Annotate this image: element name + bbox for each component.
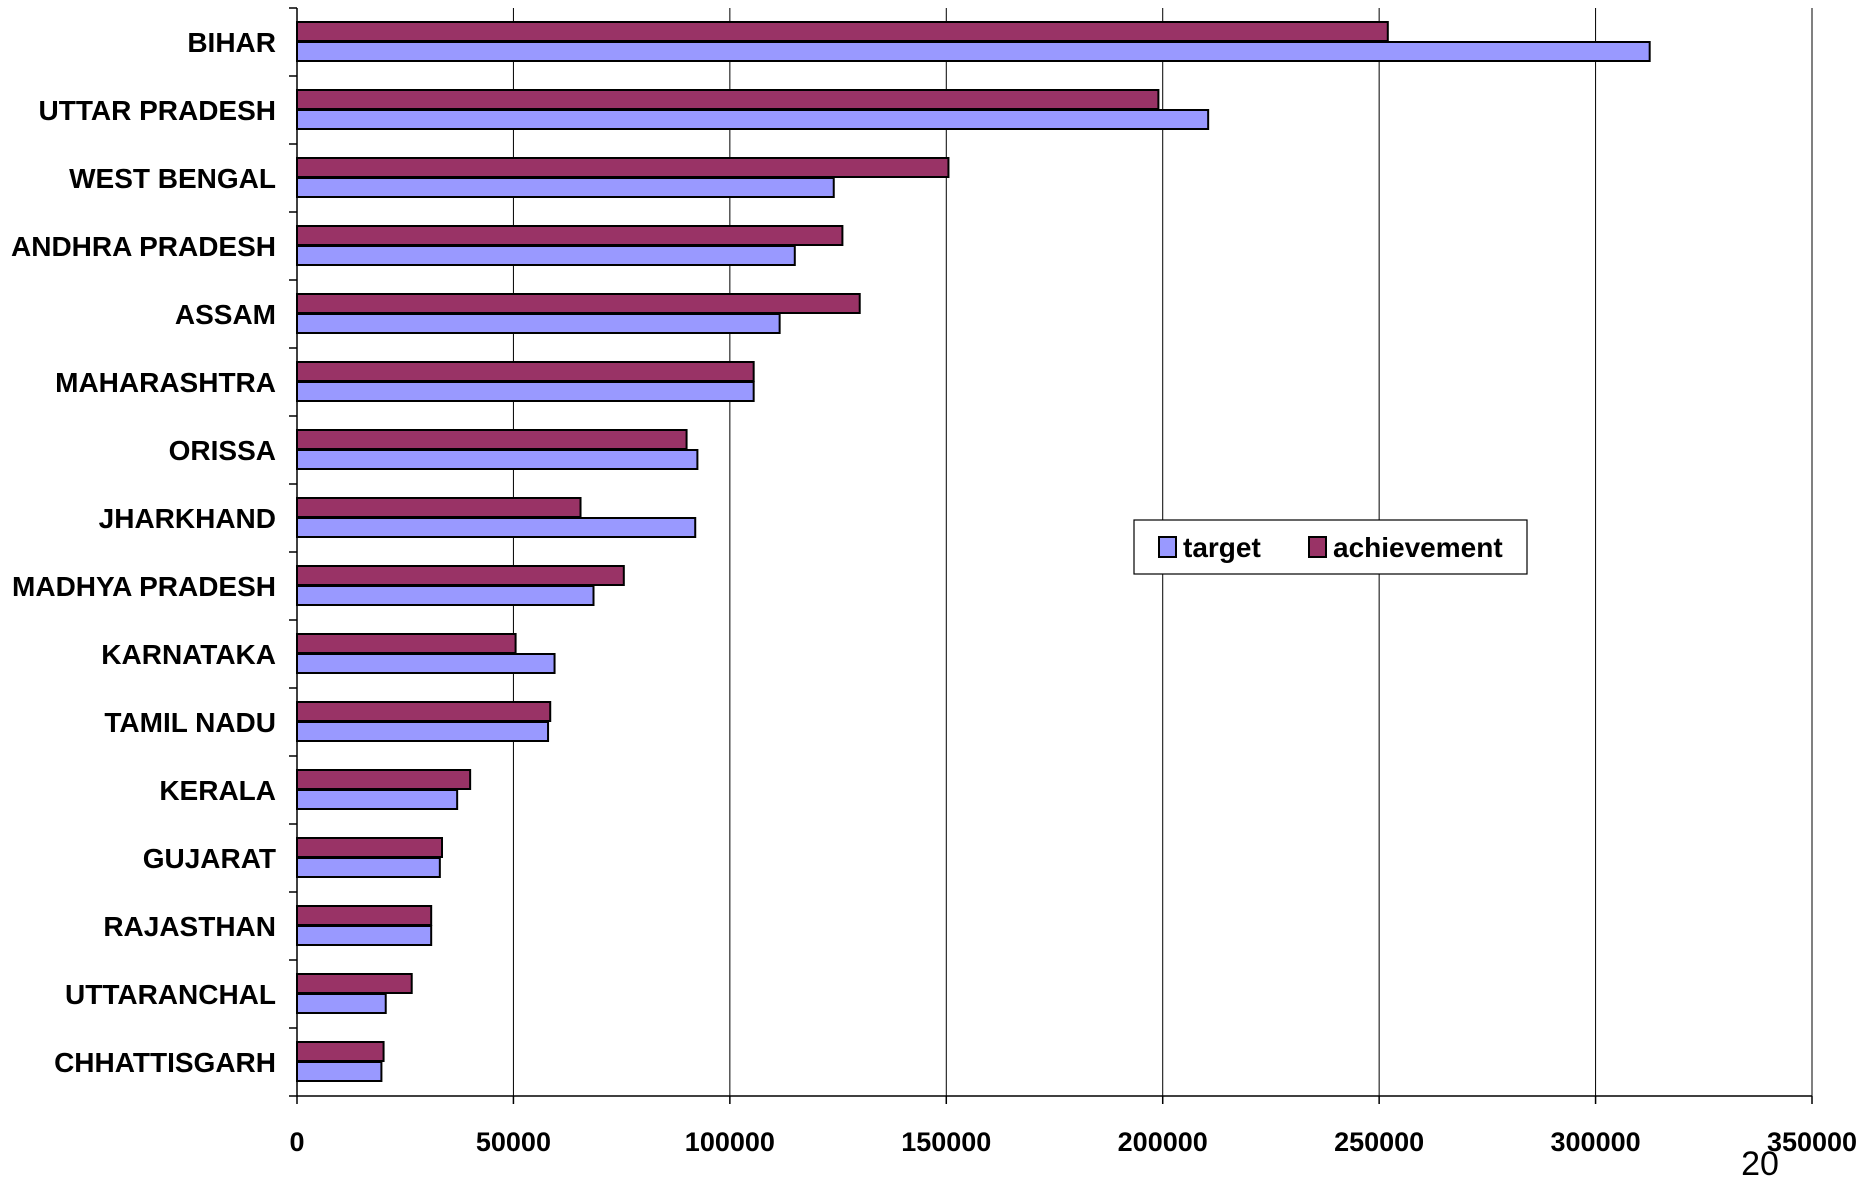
category-label: UTTAR PRADESH [39, 95, 276, 126]
page-number: 20 [1741, 1145, 1779, 1183]
category-label: GUJARAT [143, 843, 276, 874]
legend-label-achievement: achievement [1333, 532, 1503, 563]
category-labels: BIHAR UTTAR PRADESH WEST BENGAL ANDHRA PRAD… [11, 27, 276, 1078]
bar-achievement-tamil-nadu [296, 701, 552, 722]
bars [296, 21, 1651, 1082]
category-label: KERALA [159, 775, 276, 806]
bar-achievement-maharashtra [296, 361, 755, 382]
bar-achievement-uttar-pradesh [296, 89, 1160, 110]
bar-achievement-madhya-pradesh [296, 565, 625, 586]
category-label: RAJASTHAN [103, 911, 276, 942]
bar-achievement-andhra-pradesh [296, 225, 844, 246]
bar-achievement-chhattisgarh [296, 1041, 385, 1062]
bar-target-uttaranchal [296, 993, 387, 1014]
bar-target-andhra-pradesh [296, 245, 796, 266]
bar-target-assam [296, 313, 781, 334]
legend-swatch-achievement [1308, 536, 1327, 558]
legend-label-target: target [1183, 532, 1261, 563]
bar-achievement-uttaranchal [296, 973, 413, 994]
legend: target achievement [1133, 519, 1528, 575]
bar-target-kerala [296, 789, 459, 810]
x-tick-label: 250000 [1334, 1127, 1424, 1157]
bar-target-jharkhand [296, 517, 697, 538]
x-tick-label: 350000 [1767, 1127, 1857, 1157]
category-label: MAHARASHTRA [55, 367, 276, 398]
bar-target-bihar [296, 41, 1651, 62]
bar-achievement-west-bengal [296, 157, 950, 178]
bar-achievement-kerala [296, 769, 472, 790]
bar-achievement-bihar [296, 21, 1389, 42]
bar-target-west-bengal [296, 177, 835, 198]
bar-target-gujarat [296, 857, 441, 878]
axes [289, 7, 1813, 1104]
bar-achievement-rajasthan [296, 905, 433, 926]
bar-target-maharashtra [296, 381, 755, 402]
category-label: ASSAM [175, 299, 276, 330]
x-tick-label: 200000 [1118, 1127, 1208, 1157]
bar-target-orissa [296, 449, 699, 470]
bar-achievement-karnataka [296, 633, 517, 654]
category-label: TAMIL NADU [104, 707, 276, 738]
bar-achievement-jharkhand [296, 497, 582, 518]
bar-target-madhya-pradesh [296, 585, 595, 606]
category-label: CHHATTISGARH [54, 1047, 276, 1078]
x-tick-label: 300000 [1551, 1127, 1641, 1157]
bar-target-karnataka [296, 653, 556, 674]
category-label: MADHYA PRADESH [12, 571, 276, 602]
x-tick-label: 100000 [685, 1127, 775, 1157]
x-tick-label: 150000 [901, 1127, 991, 1157]
category-label: BIHAR [187, 27, 276, 58]
bar-target-tamil-nadu [296, 721, 550, 742]
bar-achievement-gujarat [296, 837, 444, 858]
bar-achievement-orissa [296, 429, 688, 450]
bar-target-chhattisgarh [296, 1061, 383, 1082]
category-label: UTTARANCHAL [65, 979, 276, 1010]
x-tick-label: 0 [289, 1127, 304, 1157]
category-label: ORISSA [169, 435, 276, 466]
bar-target-uttar-pradesh [296, 109, 1210, 130]
bar-target-rajasthan [296, 925, 433, 946]
category-label: KARNATAKA [101, 639, 276, 670]
legend-swatch-target [1158, 536, 1177, 558]
x-tick-label: 50000 [476, 1127, 551, 1157]
category-label: ANDHRA PRADESH [11, 231, 276, 262]
legend-box [1133, 519, 1528, 575]
category-label: WEST BENGAL [69, 163, 276, 194]
tick-labels: 0 50000 100000 150000 200000 250000 300000 3500… [289, 1127, 1857, 1157]
bar-achievement-assam [296, 293, 861, 314]
category-label: JHARKHAND [99, 503, 276, 534]
